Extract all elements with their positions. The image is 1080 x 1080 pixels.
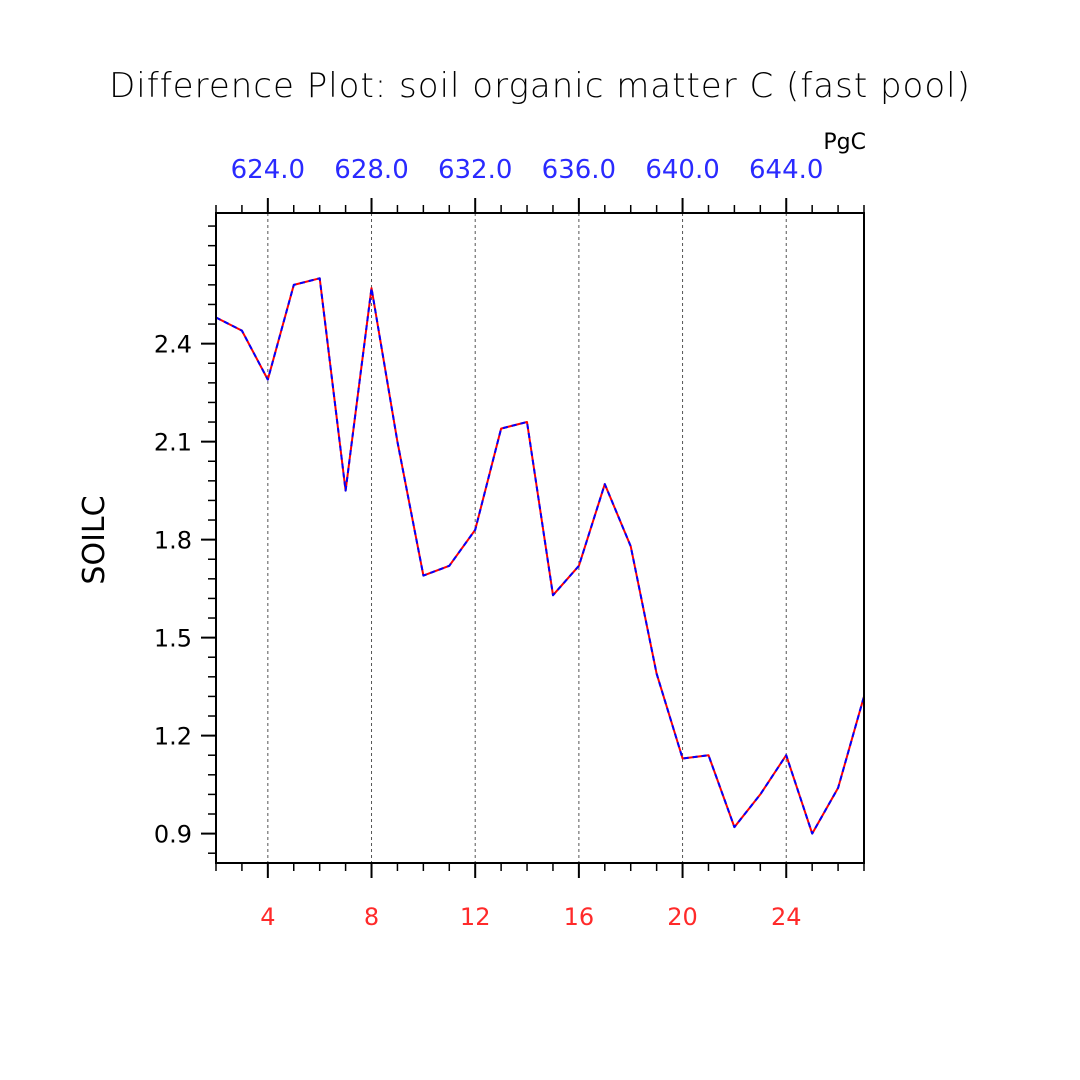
top-tick-label: 644.0 bbox=[749, 155, 823, 185]
x-tick-label: 16 bbox=[564, 903, 595, 931]
y-tick-label: 0.9 bbox=[154, 821, 192, 849]
top-tick-label: 624.0 bbox=[231, 155, 305, 185]
chart-title: Difference Plot: soil organic matter C (… bbox=[109, 66, 971, 106]
x-tick-label: 12 bbox=[460, 903, 491, 931]
x-tick-label: 8 bbox=[364, 903, 379, 931]
x-tick-labels: 4 8 12 16 20 24 bbox=[260, 903, 801, 931]
y-tick-label: 1.2 bbox=[154, 723, 192, 751]
x-tick-label: 24 bbox=[771, 903, 802, 931]
y-tick-label: 1.8 bbox=[154, 527, 192, 555]
y-tick-label: 1.5 bbox=[154, 625, 192, 653]
series-line-1 bbox=[215, 277, 865, 835]
minor-ticks bbox=[208, 205, 865, 871]
plot-frame bbox=[215, 212, 865, 864]
y-tick-label: 2.1 bbox=[154, 429, 192, 457]
top-tick-label: 628.0 bbox=[334, 155, 408, 185]
y-tick-label: 2.4 bbox=[154, 331, 192, 359]
series-line-2 bbox=[215, 277, 865, 835]
units-label: PgC bbox=[823, 130, 866, 155]
x-tick-label: 20 bbox=[667, 903, 698, 931]
top-tick-label: 632.0 bbox=[438, 155, 512, 185]
x-tick-label: 4 bbox=[260, 903, 275, 931]
series-layer bbox=[215, 277, 865, 835]
top-tick-label: 636.0 bbox=[542, 155, 616, 185]
y-tick-labels: 0.9 1.2 1.5 1.8 2.1 2.4 bbox=[154, 331, 192, 849]
grid-lines bbox=[267, 213, 787, 863]
top-tick-labels: 624.0 628.0 632.0 636.0 640.0 644.0 bbox=[231, 155, 824, 185]
y-axis-label: SOILC bbox=[77, 495, 112, 584]
top-tick-label: 640.0 bbox=[645, 155, 719, 185]
major-ticks bbox=[201, 198, 788, 878]
